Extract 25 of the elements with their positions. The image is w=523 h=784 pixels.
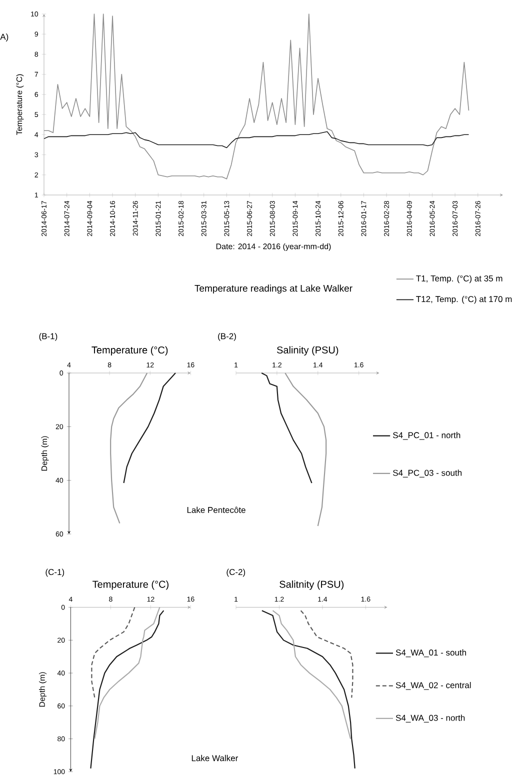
text: A): [0, 34, 8, 42]
line-series: [91, 606, 136, 698]
text: (C-2): [226, 568, 246, 577]
x-axis-title: Date: 2014 - 2016 (year-mm-dd): [216, 243, 331, 251]
legend-label: T12, Temp. (°C) at 170 m: [416, 296, 512, 304]
legend-label: S4_WA_02 - central: [396, 682, 471, 690]
legend-label: T1, Temp. (°C) at 35 m: [416, 275, 502, 284]
legend-label: S4_PC_01 - north: [393, 432, 460, 440]
y-axis-title: Depth (m): [41, 436, 49, 471]
x-axis-title: Salitnity (PSU): [280, 580, 344, 590]
text: (B-2): [218, 332, 236, 341]
text: (C-1): [46, 568, 64, 577]
annotation: Lake Pentecôte: [187, 506, 246, 513]
text: (B-1): [39, 332, 58, 341]
x-axis-title: Salinity (PSU): [276, 346, 338, 356]
y-axis-title: Depth (m): [39, 672, 46, 707]
x-axis-title: Temperature (°C): [92, 580, 168, 590]
line-series: [123, 372, 176, 484]
legend-label: S4_PC_03 - south: [393, 470, 462, 478]
text: Temperature readings at Lake Walker: [194, 284, 352, 294]
x-axis-title: Temperature (°C): [92, 346, 168, 356]
legend-label: S4_WA_01 - south: [396, 649, 466, 658]
annotation: Lake Walker: [192, 754, 238, 762]
y-axis-title: Temperature (°C): [16, 74, 24, 136]
legend-label: S4_WA_03 - north: [396, 714, 465, 722]
